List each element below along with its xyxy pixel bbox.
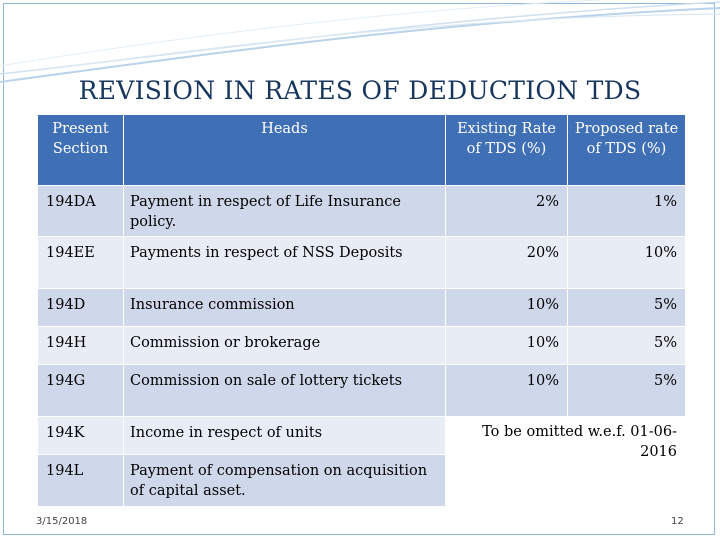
- table-row: 194L Payment of compensation on acquisit…: [37, 454, 686, 508]
- existing-rate: 10%: [445, 364, 568, 418]
- tds-rates-table: Present Section Heads Existing Rate of T…: [37, 114, 686, 508]
- section-code: 194D: [37, 288, 124, 328]
- section-code: 194DA: [37, 184, 124, 238]
- footer-date: 3/15/2018: [36, 516, 88, 527]
- existing-rate: 20%: [445, 236, 568, 290]
- table-row: 194D Insurance commission 10% 5%: [37, 288, 686, 328]
- table-row: 194G Commission on sale of lottery ticke…: [37, 364, 686, 418]
- slide-frame: [3, 3, 715, 535]
- proposed-rate: 5%: [567, 288, 686, 328]
- section-code: 194K: [37, 416, 124, 456]
- header-present-section: Present Section: [37, 114, 124, 186]
- header-heads: Heads: [123, 114, 446, 186]
- page-number: 12: [671, 516, 684, 527]
- head-description: Payment in respect of Life Insurance pol…: [123, 184, 446, 238]
- head-description: Commission or brokerage: [123, 326, 446, 366]
- table-row: 194EE Payments in respect of NSS Deposit…: [37, 236, 686, 290]
- table-row: 194H Commission or brokerage 10% 5%: [37, 326, 686, 366]
- head-description: Payment of compensation on acquisition o…: [123, 454, 446, 508]
- proposed-rate: 10%: [567, 236, 686, 290]
- proposed-rate: 5%: [567, 364, 686, 418]
- existing-rate: 10%: [445, 288, 568, 328]
- section-code: 194EE: [37, 236, 124, 290]
- head-description: Commission on sale of lottery tickets: [123, 364, 446, 418]
- head-description: Income in respect of units: [123, 416, 446, 456]
- existing-rate: 10%: [445, 326, 568, 366]
- section-code: 194L: [37, 454, 124, 508]
- head-description: Insurance commission: [123, 288, 446, 328]
- header-proposed-rate: Proposed rate of TDS (%): [567, 114, 686, 186]
- slide-title: REVISION IN RATES OF DEDUCTION TDS: [78, 76, 642, 105]
- proposed-rate: 1%: [567, 184, 686, 238]
- section-code: 194G: [37, 364, 124, 418]
- decorative-swoosh: [0, 0, 720, 83]
- header-existing-rate: Existing Rate of TDS (%): [445, 114, 568, 186]
- omitted-note: To be omitted w.e.f. 01-06-2016: [445, 416, 686, 508]
- table-row: 194DA Payment in respect of Life Insuran…: [37, 184, 686, 238]
- section-code: 194H: [37, 326, 124, 366]
- existing-rate: 2%: [445, 184, 568, 238]
- head-description: Payments in respect of NSS Deposits: [123, 236, 446, 290]
- proposed-rate: 5%: [567, 326, 686, 366]
- table-row: 194K Income in respect of units To be om…: [37, 416, 686, 508]
- table-header-row: Present Section Heads Existing Rate of T…: [37, 114, 686, 186]
